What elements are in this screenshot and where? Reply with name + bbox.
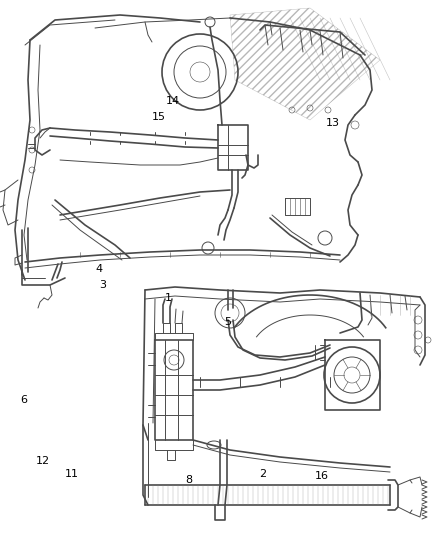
Text: 14: 14 xyxy=(166,96,180,106)
Text: 13: 13 xyxy=(326,118,340,127)
Text: 15: 15 xyxy=(152,112,166,122)
Text: 12: 12 xyxy=(35,456,49,466)
Text: 6: 6 xyxy=(21,395,28,405)
Text: 3: 3 xyxy=(99,280,106,290)
Text: 8: 8 xyxy=(185,475,192,484)
Text: 4: 4 xyxy=(95,264,102,274)
Text: 2: 2 xyxy=(259,470,266,479)
Text: 11: 11 xyxy=(65,470,79,479)
Text: 5: 5 xyxy=(224,318,231,327)
Text: 16: 16 xyxy=(315,471,329,481)
Text: 1: 1 xyxy=(165,294,172,303)
